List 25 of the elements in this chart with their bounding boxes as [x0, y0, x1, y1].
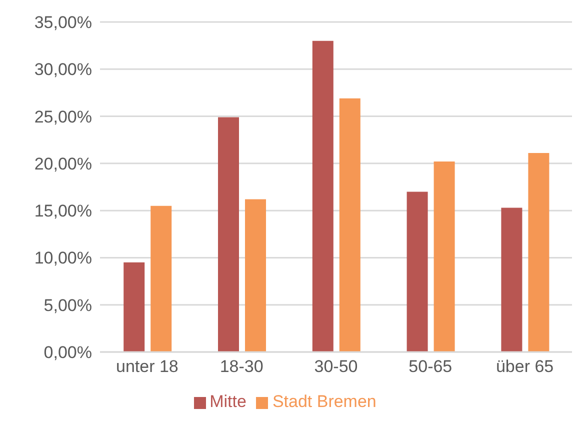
bar [124, 262, 145, 352]
y-tick-label: 30,00% [34, 60, 92, 80]
y-tick-label: 35,00% [34, 13, 92, 32]
bar [406, 192, 428, 352]
legend-label: Stadt Bremen [272, 392, 376, 411]
bar [528, 153, 550, 352]
x-tick-label: 18-30 [220, 357, 264, 376]
x-tick-label: über 65 [496, 357, 554, 376]
bar [218, 117, 239, 352]
bar [339, 98, 360, 352]
y-tick-label: 10,00% [34, 248, 92, 268]
y-tick-label: 5,00% [44, 296, 92, 315]
x-tick-label: 30-50 [314, 357, 358, 376]
bar [150, 206, 172, 352]
y-tick-label: 20,00% [34, 154, 92, 174]
bar [501, 208, 522, 352]
x-tick-label: unter 18 [116, 357, 178, 376]
y-tick-label: 15,00% [34, 202, 92, 221]
bar [245, 199, 266, 352]
legend-label: Mitte [210, 392, 246, 411]
x-tick-label: 50-65 [408, 357, 452, 376]
bar [434, 162, 455, 352]
bar [312, 40, 334, 352]
y-tick-label: 0,00% [44, 343, 92, 362]
y-tick-label: 25,00% [34, 107, 92, 126]
